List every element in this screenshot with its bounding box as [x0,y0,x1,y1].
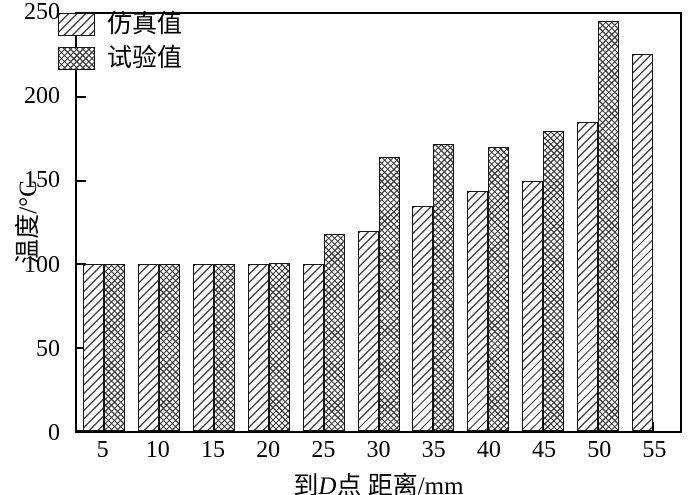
x-tick-mark [103,422,106,431]
x-tick-label: 50 [587,437,612,463]
x-tick-mark [596,422,599,431]
x-tick-label: 40 [476,437,501,463]
y-tick-label: 100 [24,251,60,278]
legend-label-sim: 仿真值 [107,11,183,38]
bar-group [631,14,674,431]
y-tick-label: 150 [24,167,60,194]
x-tick-mark [432,422,435,431]
bar-group [576,14,619,431]
x-tick-label: 10 [145,437,170,463]
bar-exp [104,264,126,431]
bar-exp [597,20,619,431]
bar-exp [214,264,236,431]
bar-exp [653,429,674,431]
x-tick-mark [158,422,161,431]
bar-exp [159,264,181,431]
bar-exp [323,234,345,431]
x-tick-mark [651,422,654,431]
x-tick-label: 30 [366,437,391,463]
x-tick-mark [487,422,490,431]
y-tick-label: 50 [36,335,60,362]
bar-group [302,14,345,431]
x-tick-label: 45 [532,437,557,463]
legend-swatch-exp-crosshatch [58,47,95,70]
bar-group [357,14,400,431]
x-tick-label: 55 [642,437,667,463]
bar-exp [488,147,510,431]
bar-exp [542,130,564,431]
bar-sim [247,264,269,431]
bar-sim [576,122,598,431]
bar-sim [83,264,105,431]
legend-item-exp: 试验值 [58,46,182,71]
x-tick-label: 15 [200,437,225,463]
bar-group [83,14,126,431]
legend: 仿真值 试验值 [58,12,182,71]
bar-sim [193,264,215,431]
bar-sim [521,180,543,431]
y-tick-mark [77,263,86,266]
x-axis-tick-labels: 5 10 15 20 25 30 35 40 45 50 55 [75,438,682,466]
y-tick-mark [77,346,86,349]
x-tick-mark [213,422,216,431]
x-axis-title-variable: D [318,473,337,495]
x-tick-mark [267,422,270,431]
x-axis-title-pre: 到 [293,473,319,495]
x-tick-label: 25 [311,437,336,463]
bar-group [247,14,290,431]
y-tick-mark [77,430,86,432]
x-tick-label: 5 [96,437,109,463]
x-tick-mark [541,422,544,431]
plot-area [75,12,682,433]
bar-sim [138,264,160,431]
legend-item-sim: 仿真值 [58,12,182,37]
bar-group [412,14,455,431]
y-axis-title: 温度/°C [15,180,42,264]
bar-exp [378,157,400,431]
y-axis-tick-labels: 0 50 100 150 200 250 [0,0,68,445]
bar-exp [433,144,455,431]
legend-swatch-sim-hatch [58,13,95,36]
bar-sim [467,190,489,431]
y-tick-label: 250 [24,0,60,25]
bar-sim [631,54,653,431]
x-tick-label: 35 [421,437,446,463]
bar-group [467,14,510,431]
bar-group [521,14,564,431]
x-tick-mark [322,422,325,431]
legend-label-exp: 试验值 [107,45,183,72]
bar-group [193,14,236,431]
bar-group [138,14,181,431]
y-tick-mark [77,179,86,182]
y-tick-mark [77,96,86,99]
bar-sim [412,205,434,431]
y-tick-label: 200 [24,83,60,110]
bar-sim [357,230,379,431]
x-tick-label: 20 [256,437,281,463]
bar-exp [268,262,290,431]
bar-sim [302,264,324,431]
x-axis-title-post: 点 距离/mm [336,473,464,495]
y-tick-label: 0 [48,420,60,446]
x-axis-title: 到D点 距离/mm [75,466,682,495]
x-tick-mark [377,422,380,431]
